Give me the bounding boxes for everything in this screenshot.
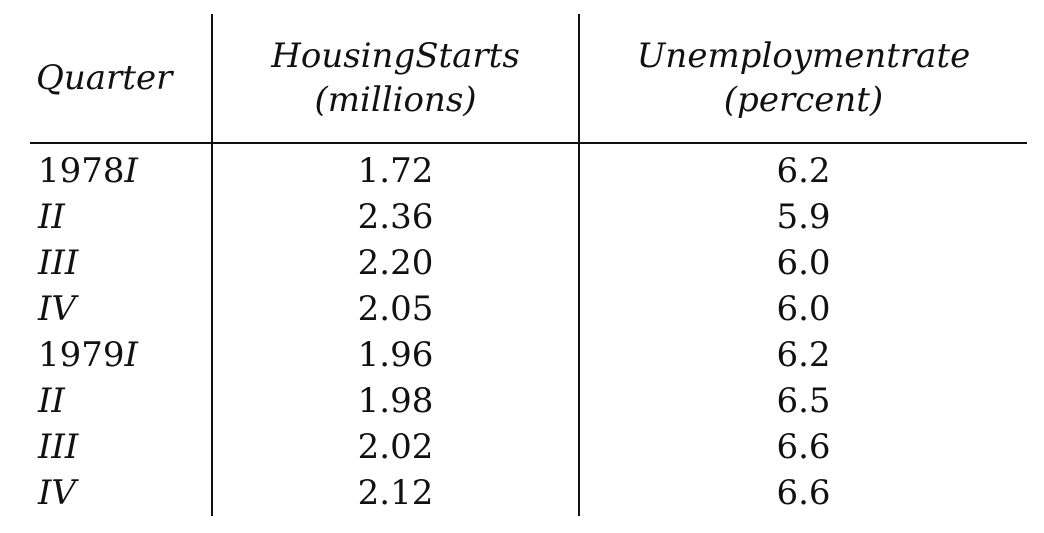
quarter-roman: II — [38, 197, 65, 237]
header-quarter-label: Quarter — [36, 58, 173, 98]
quarter-year: 1979 — [38, 335, 125, 375]
quarter-cell: III — [30, 240, 213, 286]
quarter-cell: IV — [30, 470, 213, 516]
quarter-cell: 1979I — [30, 332, 213, 378]
table-row: III 2.02 6.6 — [30, 424, 1027, 470]
housing-cell: 2.05 — [212, 286, 580, 332]
quarter-cell: 1978I — [30, 143, 213, 194]
header-housing-starts: HousingStarts (millions) — [212, 14, 580, 144]
quarter-cell: III — [30, 424, 213, 470]
quarter-cell: II — [30, 378, 213, 424]
table-row: II 2.36 5.9 — [30, 194, 1027, 240]
header-housing-title: HousingStarts — [271, 36, 520, 76]
table-row: III 2.20 6.0 — [30, 240, 1027, 286]
unemployment-cell: 6.5 — [776, 381, 831, 421]
housing-cell: 2.36 — [212, 194, 580, 240]
quarter-year: 1978 — [38, 151, 125, 191]
unemployment-cell: 6.2 — [776, 335, 831, 375]
table-row: IV 2.12 6.6 — [30, 470, 1027, 516]
quarter-roman: III — [38, 243, 79, 283]
table-row: 1978I 1.72 6.2 — [30, 143, 1027, 194]
table-row: IV 2.05 6.0 — [30, 286, 1027, 332]
header-quarter: Quarter — [30, 14, 213, 144]
housing-cell: 1.72 — [212, 143, 580, 194]
header-housing-unit: (millions) — [314, 80, 477, 120]
unemployment-cell: 6.6 — [776, 427, 831, 467]
quarter-roman: IV — [38, 473, 76, 513]
header-unemployment-title: Unemploymentrate — [636, 36, 971, 76]
table-row: II 1.98 6.5 — [30, 378, 1027, 424]
housing-cell: 2.02 — [212, 424, 580, 470]
quarter-cell: IV — [30, 286, 213, 332]
housing-unemployment-table: Quarter HousingStarts (millions) Unemplo… — [30, 14, 1027, 516]
housing-cell: 2.20 — [212, 240, 580, 286]
header-unemployment-rate: Unemploymentrate (percent) — [579, 14, 1027, 144]
data-table-container: Quarter HousingStarts (millions) Unemplo… — [30, 14, 1027, 516]
quarter-roman: IV — [38, 289, 76, 329]
quarter-roman: III — [38, 427, 79, 467]
housing-cell: 2.12 — [212, 470, 580, 516]
unemployment-cell: 6.2 — [776, 151, 831, 191]
housing-cell: 1.96 — [212, 332, 580, 378]
quarter-roman: I — [124, 335, 138, 375]
table-header-row: Quarter HousingStarts (millions) Unemplo… — [30, 14, 1027, 144]
quarter-cell: II — [30, 194, 213, 240]
quarter-roman: II — [38, 381, 65, 421]
table-row: 1979I 1.96 6.2 — [30, 332, 1027, 378]
housing-cell: 1.98 — [212, 378, 580, 424]
unemployment-cell: 6.0 — [776, 243, 831, 283]
unemployment-cell: 5.9 — [776, 197, 831, 237]
unemployment-cell: 6.0 — [776, 289, 831, 329]
quarter-roman: I — [124, 151, 138, 191]
unemployment-cell: 6.6 — [776, 473, 831, 513]
header-unemployment-unit: (percent) — [723, 80, 884, 120]
